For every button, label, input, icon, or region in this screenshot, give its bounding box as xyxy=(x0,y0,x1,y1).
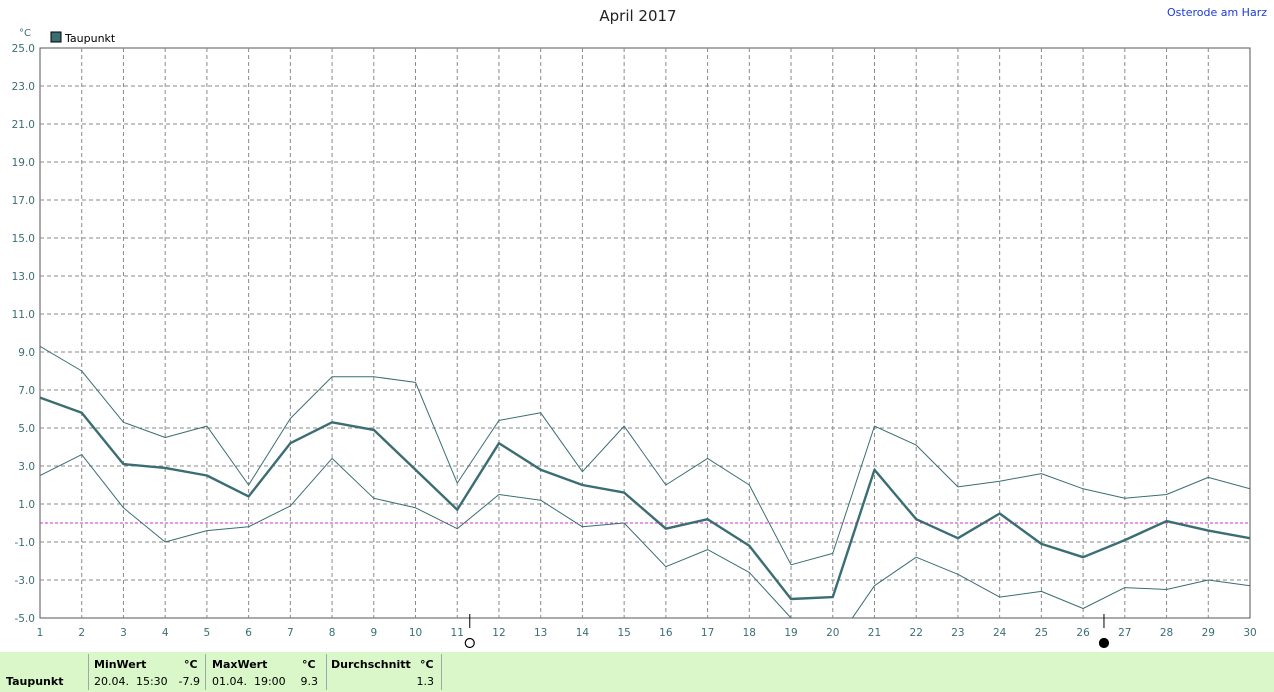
x-tick-label: 10 xyxy=(409,627,422,639)
statistics-panel: Taupunkt MinWert °C 20.04. 15:30 -7.9 Ma… xyxy=(0,652,1274,692)
legend-swatch xyxy=(50,31,62,43)
max-value: 9.3 xyxy=(300,675,319,688)
y-tick-label: 13.0 xyxy=(12,271,35,283)
series-line-min xyxy=(40,454,1250,618)
y-tick-label: -3.0 xyxy=(15,575,36,587)
x-tick-label: 13 xyxy=(534,627,547,639)
x-tick-label: 11 xyxy=(451,627,464,639)
y-tick-label: 23.0 xyxy=(12,81,35,93)
x-tick-label: 29 xyxy=(1202,627,1215,639)
plot-frame xyxy=(39,47,1251,619)
min-header: MinWert xyxy=(94,658,147,671)
y-tick-label: 17.0 xyxy=(12,195,35,207)
max-unit: °C xyxy=(302,658,316,671)
x-tick-label: 7 xyxy=(287,627,294,639)
y-tick-label: 3.0 xyxy=(18,461,35,473)
y-tick-label: -5.0 xyxy=(15,613,36,625)
x-tick-label: 4 xyxy=(162,627,169,639)
legend-label: Taupunkt xyxy=(64,32,116,45)
x-tick-label: 2 xyxy=(78,627,85,639)
x-tick-label: 20 xyxy=(826,627,839,639)
x-tick-label: 16 xyxy=(659,627,673,639)
new-moon-icon xyxy=(1098,637,1110,649)
x-tick-label: 30 xyxy=(1243,627,1256,639)
avg-unit: °C xyxy=(420,658,434,671)
x-tick-label: 15 xyxy=(617,627,630,639)
y-tick-label: 9.0 xyxy=(18,347,35,359)
x-tick-label: 1 xyxy=(37,627,44,639)
x-tick-label: 22 xyxy=(910,627,923,639)
avg-header: Durchschnitt xyxy=(331,658,411,671)
y-tick-label: -1.0 xyxy=(15,537,36,549)
x-tick-label: 9 xyxy=(370,627,377,639)
x-tick-label: 8 xyxy=(329,627,336,639)
y-tick-label: 25.0 xyxy=(12,43,35,55)
x-tick-label: 28 xyxy=(1160,627,1173,639)
series-line-mean xyxy=(40,396,1250,601)
min-value: -7.9 xyxy=(178,675,200,688)
max-datetime: 01.04. 19:00 xyxy=(212,675,286,688)
avg-value: 1.3 xyxy=(416,675,435,688)
x-tick-label: 17 xyxy=(701,627,714,639)
y-tick-label: 19.0 xyxy=(12,157,35,169)
x-tick-label: 5 xyxy=(204,627,211,639)
x-tick-label: 23 xyxy=(951,627,964,639)
min-datetime: 20.04. 15:30 xyxy=(94,675,168,688)
x-tick-label: 3 xyxy=(120,627,127,639)
x-tick-label: 25 xyxy=(1035,627,1048,639)
y-tick-label: 11.0 xyxy=(12,309,35,321)
x-tick-label: 14 xyxy=(576,627,590,639)
y-tick-label: 15.0 xyxy=(12,233,35,245)
full-moon-icon xyxy=(464,637,475,649)
x-tick-label: 27 xyxy=(1118,627,1131,639)
x-tick-label: 12 xyxy=(492,627,505,639)
stats-series-label: Taupunkt xyxy=(6,675,64,688)
x-tick-label: 19 xyxy=(784,627,797,639)
y-tick-label: 1.0 xyxy=(18,499,35,511)
y-axis-unit: °C xyxy=(19,28,31,39)
y-tick-label: 5.0 xyxy=(18,423,35,435)
x-tick-label: 26 xyxy=(1076,627,1090,639)
station-name: Osterode am Harz xyxy=(1167,6,1267,19)
dewpoint-chart: April 2017 Osterode am Harz °C Taupunkt … xyxy=(12,6,1267,649)
x-tick-label: 6 xyxy=(245,627,252,639)
min-unit: °C xyxy=(184,658,198,671)
x-tick-label: 21 xyxy=(868,627,881,639)
x-tick-label: 24 xyxy=(993,627,1007,639)
max-header: MaxWert xyxy=(212,658,268,671)
y-tick-label: 7.0 xyxy=(18,385,35,397)
y-tick-label: 21.0 xyxy=(12,119,35,131)
x-tick-label: 18 xyxy=(743,627,756,639)
chart-title: April 2017 xyxy=(599,7,676,25)
series-line-max xyxy=(40,345,1250,566)
